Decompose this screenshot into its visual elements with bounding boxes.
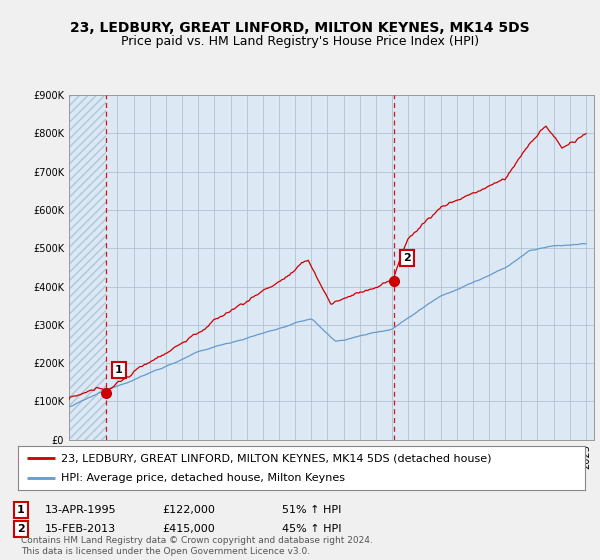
- Text: 15-FEB-2013: 15-FEB-2013: [45, 524, 116, 534]
- Text: HPI: Average price, detached house, Milton Keynes: HPI: Average price, detached house, Milt…: [61, 473, 344, 483]
- Text: 45% ↑ HPI: 45% ↑ HPI: [282, 524, 341, 534]
- Text: £415,000: £415,000: [162, 524, 215, 534]
- Text: 23, LEDBURY, GREAT LINFORD, MILTON KEYNES, MK14 5DS: 23, LEDBURY, GREAT LINFORD, MILTON KEYNE…: [70, 21, 530, 35]
- Text: Contains HM Land Registry data © Crown copyright and database right 2024.
This d: Contains HM Land Registry data © Crown c…: [21, 536, 373, 556]
- Text: Price paid vs. HM Land Registry's House Price Index (HPI): Price paid vs. HM Land Registry's House …: [121, 35, 479, 48]
- Text: 1: 1: [17, 505, 25, 515]
- Text: 51% ↑ HPI: 51% ↑ HPI: [282, 505, 341, 515]
- Bar: [69, 95, 106, 440]
- Text: £122,000: £122,000: [162, 505, 215, 515]
- Text: 23, LEDBURY, GREAT LINFORD, MILTON KEYNES, MK14 5DS (detached house): 23, LEDBURY, GREAT LINFORD, MILTON KEYNE…: [61, 453, 491, 463]
- Text: 2: 2: [17, 524, 25, 534]
- Text: 1: 1: [115, 365, 122, 375]
- Text: 13-APR-1995: 13-APR-1995: [45, 505, 116, 515]
- Text: 2: 2: [403, 253, 411, 263]
